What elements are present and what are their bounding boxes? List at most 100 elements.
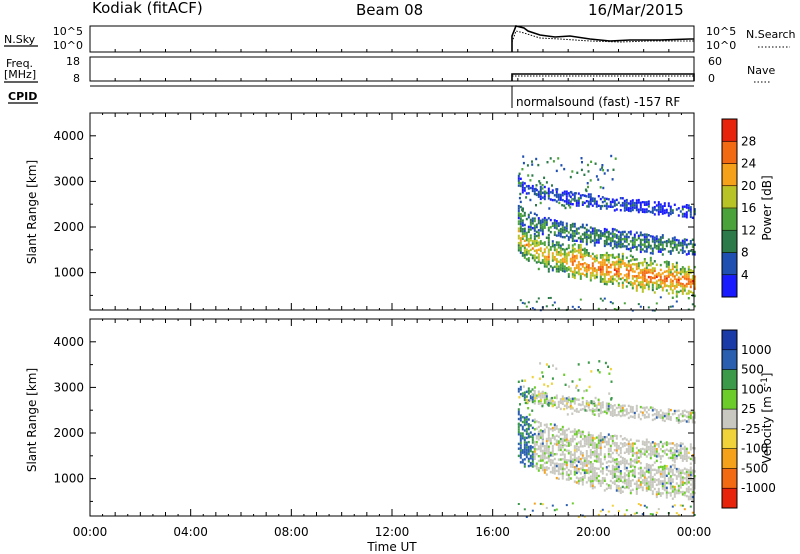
data-cell (575, 249, 578, 253)
data-cell (613, 434, 616, 437)
data-cell (541, 442, 544, 445)
data-cell (561, 440, 564, 443)
data-cell (591, 475, 594, 478)
data-cell (539, 466, 542, 470)
power-colorbar-tick-label: 28 (741, 134, 756, 148)
data-cell (541, 187, 544, 190)
data-cell (517, 454, 520, 458)
data-cell (673, 270, 676, 273)
data-cell (559, 453, 562, 456)
data-cell (575, 476, 578, 479)
data-cell (579, 194, 582, 197)
data-cell (631, 447, 634, 450)
power-y-label: Slant Range [km] (25, 160, 39, 264)
data-cell (629, 463, 632, 466)
data-cell (533, 240, 536, 243)
data-cell (631, 415, 634, 419)
data-cell (689, 466, 692, 469)
data-cell (517, 447, 520, 450)
data-cell (617, 277, 620, 280)
data-cell (627, 272, 630, 275)
data-cell (627, 269, 630, 273)
data-cell (521, 458, 524, 462)
data-cell (623, 472, 626, 475)
data-cell (543, 471, 546, 474)
data-cell (543, 221, 546, 225)
data-cell (535, 464, 538, 468)
data-cell (551, 434, 554, 437)
data-cell (543, 248, 546, 251)
data-cell (581, 272, 584, 275)
data-cell (683, 270, 686, 273)
data-cell (611, 474, 614, 477)
data-cell (533, 432, 536, 436)
data-cell (545, 260, 548, 263)
data-cell (627, 274, 630, 277)
data-cell (623, 264, 626, 267)
data-cell (669, 205, 672, 208)
data-cell (659, 268, 662, 272)
data-cell (541, 390, 544, 394)
data-cell (679, 420, 682, 423)
data-cell (559, 246, 562, 250)
data-cell (561, 269, 564, 273)
data-cell (535, 467, 538, 470)
data-cell (577, 482, 580, 485)
data-cell (519, 213, 522, 216)
data-cell (625, 450, 628, 453)
data-cell (533, 464, 536, 468)
data-cell (643, 243, 646, 246)
data-cell (565, 222, 568, 225)
data-cell (598, 414, 601, 418)
data-cell (527, 399, 530, 402)
data-cell (649, 256, 652, 260)
data-cell (553, 428, 556, 431)
data-cell (549, 218, 552, 222)
data-cell (639, 466, 642, 470)
data-cell (545, 456, 548, 459)
data-cell (691, 238, 694, 241)
data-cell (547, 192, 550, 195)
data-cell (523, 251, 526, 254)
data-cell (675, 208, 678, 211)
data-cell (533, 242, 536, 245)
data-cell (599, 404, 602, 407)
data-cell (553, 224, 556, 227)
data-cell (577, 363, 580, 366)
data-cell (551, 404, 554, 408)
data-cell (623, 437, 626, 440)
data-cell (665, 270, 668, 273)
data-cell (535, 157, 538, 161)
data-cell (599, 168, 602, 171)
data-cell (593, 202, 596, 205)
velocity-colorbar-tick-label: 100 (741, 382, 764, 396)
data-cell (599, 449, 602, 452)
data-cell (557, 198, 560, 201)
data-cell (615, 243, 618, 247)
data-cell (679, 486, 682, 489)
data-cell (579, 246, 582, 249)
data-cell (619, 209, 622, 212)
data-cell (545, 265, 548, 268)
data-cell (665, 441, 668, 444)
data-cell (617, 465, 620, 469)
data-cell (547, 253, 550, 256)
data-cell (653, 238, 656, 242)
data-cell (559, 407, 562, 411)
data-cell (547, 429, 550, 432)
data-cell (555, 248, 558, 251)
data-cell (555, 169, 558, 173)
data-cell (579, 460, 582, 463)
data-cell (651, 492, 654, 496)
data-cell (621, 456, 624, 460)
data-cell (665, 496, 668, 499)
data-cell (629, 458, 632, 461)
data-cell (547, 241, 550, 244)
data-cell (691, 279, 694, 283)
data-cell (679, 483, 682, 487)
data-cell (651, 252, 654, 255)
data-cell (675, 445, 678, 448)
data-cell (553, 219, 556, 222)
data-cell (679, 442, 682, 445)
